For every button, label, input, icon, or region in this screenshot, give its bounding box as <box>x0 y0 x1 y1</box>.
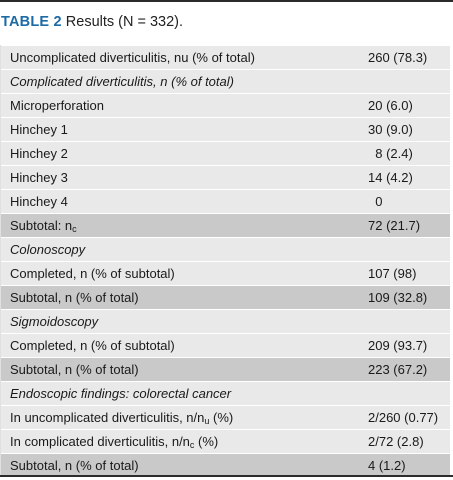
row-label-text: Uncomplicated diverticulitis, nu (% of t… <box>10 50 255 65</box>
row-label-text: Completed, n (% of subtotal) <box>10 266 175 281</box>
row-label: Sigmoidoscopy <box>10 310 98 333</box>
row-value: 20 (6.0) <box>368 98 413 113</box>
table-number: TABLE 2 <box>1 14 62 30</box>
table-caption: TABLE 2 Results (N = 332). <box>1 13 183 31</box>
subtotal-row: Subtotal, n (% of total) 223 (67.2) <box>1 357 450 381</box>
section-header-row: Complicated diverticulitis, n (% of tota… <box>1 69 450 93</box>
row-label-text: In uncomplicated diverticulitis, n/n <box>10 410 205 425</box>
row-label: Completed, n (% of subtotal) <box>10 334 175 357</box>
results-table: Uncomplicated diverticulitis, nu (% of t… <box>0 45 450 477</box>
row-label-text: Subtotal, n (% of total) <box>10 290 139 305</box>
row-label: Hinchey 1 <box>10 118 68 141</box>
row-value: 8 (2.4) <box>368 146 413 161</box>
row-label-subscript: c <box>189 440 195 450</box>
row-label: Subtotal, n (% of total) <box>10 454 139 477</box>
table-row: Uncomplicated diverticulitis, nu (% of t… <box>1 45 450 69</box>
row-label: Colonoscopy <box>10 238 85 261</box>
table-row: Hinchey 2 8 (2.4) <box>1 141 450 165</box>
section-header-row: Colonoscopy <box>1 237 450 261</box>
row-value: 14 (4.2) <box>368 170 413 185</box>
subtotal-row: Subtotal, n (% of total) 4 (1.2) <box>1 453 450 477</box>
row-value: 30 (9.0) <box>368 122 413 137</box>
row-label: In complicated diverticulitis, n/nc (%) <box>10 430 218 453</box>
row-label: Microperforation <box>10 94 104 117</box>
row-label: Hinchey 2 <box>10 142 68 165</box>
row-value: 0 <box>368 194 383 209</box>
row-label-text: Sigmoidoscopy <box>10 314 99 329</box>
section-header-row: Endoscopic findings: colorectal cancer <box>1 381 450 405</box>
row-label: Uncomplicated diverticulitis, nu (% of t… <box>10 46 255 69</box>
row-label-text: Colonoscopy <box>10 242 86 257</box>
row-label-text: Microperforation <box>10 98 104 113</box>
row-label-text: Hinchey 1 <box>10 122 68 137</box>
table-row: Completed, n (% of subtotal) 107 (98) <box>1 261 450 285</box>
row-label-text: Hinchey 2 <box>10 146 68 161</box>
row-label: Subtotal, n (% of total) <box>10 358 139 381</box>
row-label-subscript: c <box>72 224 77 234</box>
section-header-row: Sigmoidoscopy <box>1 309 450 333</box>
table-row: Hinchey 3 14 (4.2) <box>1 165 450 189</box>
row-label: Subtotal, n (% of total) <box>10 286 139 309</box>
row-label: Hinchey 3 <box>10 166 68 189</box>
row-label: Endoscopic findings: colorectal cancer <box>10 382 231 405</box>
row-label: Complicated diverticulitis, n (% of tota… <box>10 70 234 93</box>
table-top-rule <box>0 0 453 2</box>
row-value: 260 (78.3) <box>368 50 428 65</box>
table-row: In uncomplicated diverticulitis, n/nu (%… <box>1 405 450 429</box>
row-label: Subtotal: nc <box>10 214 77 237</box>
row-value: 2/260 (0.77) <box>368 410 439 425</box>
row-value: 209 (93.7) <box>368 338 428 353</box>
row-value: 2/72 (2.8) <box>368 434 424 449</box>
table-row: Completed, n (% of subtotal) 209 (93.7) <box>1 333 450 357</box>
row-value: 109 (32.8) <box>368 290 428 305</box>
table-title: Results (N = 332). <box>61 14 184 30</box>
row-label-text: Endoscopic findings: colorectal cancer <box>10 386 232 401</box>
row-label-subscript: u <box>204 416 210 426</box>
row-label-text: Hinchey 3 <box>10 170 68 185</box>
table-row: In complicated diverticulitis, n/nc (%) 2… <box>1 429 450 453</box>
row-label-text: Complicated diverticulitis, n (% of tota… <box>10 74 234 89</box>
row-label-suffix: (%) <box>194 434 219 449</box>
table-row: Hinchey 4 0 <box>1 189 450 213</box>
subtotal-row: Subtotal, n (% of total) 109 (32.8) <box>1 285 450 309</box>
row-label-text: Hinchey 4 <box>10 194 68 209</box>
table-bottom-rule <box>0 475 453 477</box>
subtotal-row: Subtotal: nc 72 (21.7) <box>1 213 450 237</box>
row-label-suffix: (%) <box>209 410 234 425</box>
row-value: 72 (21.7) <box>368 218 421 233</box>
row-label: Hinchey 4 <box>10 190 68 213</box>
row-label-text: Subtotal, n (% of total) <box>10 458 139 473</box>
row-label-text: In complicated diverticulitis, n/n <box>10 434 190 449</box>
row-value: 107 (98) <box>368 266 417 281</box>
row-label: In uncomplicated diverticulitis, n/nu (%… <box>10 406 233 429</box>
table-row: Hinchey 1 30 (9.0) <box>1 117 450 141</box>
row-label: Completed, n (% of subtotal) <box>10 262 175 285</box>
row-value: 4 (1.2) <box>368 458 406 473</box>
row-label-text: Subtotal: n <box>10 218 73 233</box>
row-label-text: Completed, n (% of subtotal) <box>10 338 175 353</box>
table-row: Microperforation 20 (6.0) <box>1 93 450 117</box>
row-value: 223 (67.2) <box>368 362 428 377</box>
row-label-text: Subtotal, n (% of total) <box>10 362 139 377</box>
